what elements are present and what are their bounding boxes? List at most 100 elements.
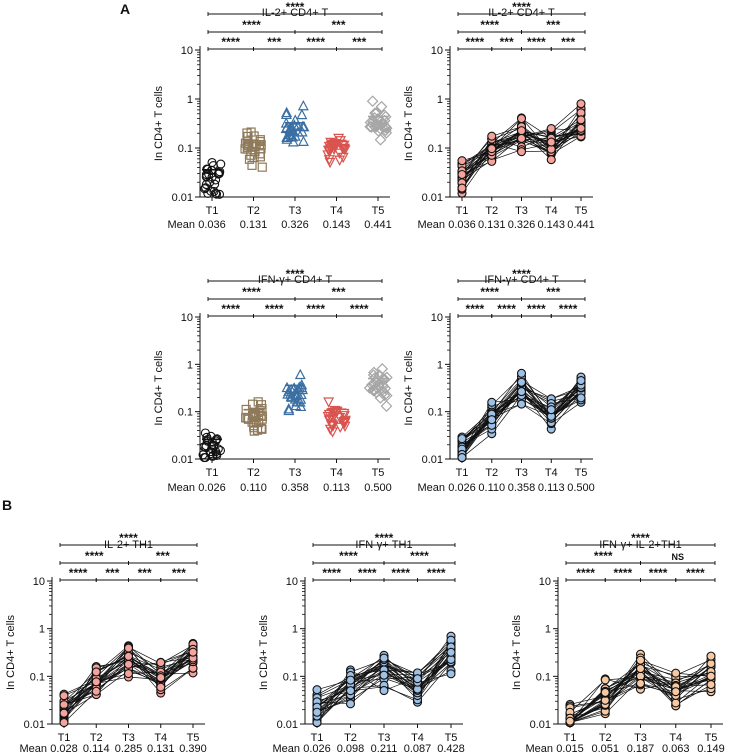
significance-label: *** bbox=[561, 35, 575, 49]
mean-value: 0.428 bbox=[437, 743, 465, 755]
data-point bbox=[487, 144, 497, 154]
data-point bbox=[123, 659, 134, 669]
x-tick-label: T1 bbox=[564, 732, 577, 744]
panel-label-b: B bbox=[2, 497, 12, 513]
mean-value: 0.285 bbox=[115, 743, 143, 755]
significance-label: *** bbox=[352, 35, 366, 49]
data-point bbox=[202, 436, 212, 446]
data-point bbox=[281, 381, 293, 393]
significance-label: **** bbox=[649, 566, 668, 580]
mean-value: 0.390 bbox=[179, 743, 207, 755]
data-point bbox=[200, 184, 210, 194]
y-tick-label: 0.01 bbox=[530, 719, 551, 731]
significance-label: **** bbox=[686, 566, 705, 580]
y-tick-label: 0.1 bbox=[178, 143, 193, 155]
data-point bbox=[372, 379, 385, 391]
data-point bbox=[210, 179, 220, 189]
data-point bbox=[329, 405, 341, 417]
data-point bbox=[487, 131, 497, 141]
mean-value: 0.051 bbox=[591, 743, 619, 755]
data-point bbox=[243, 142, 253, 152]
significance-label: *** bbox=[105, 566, 119, 580]
significance-label: **** bbox=[512, 0, 531, 14]
significance-label: **** bbox=[631, 531, 650, 545]
mean-value: 0.098 bbox=[337, 743, 365, 755]
chart-a1: IL-2+ CD4+ T 0.01 0.1 1 10 In CD4+ T cells T1 T… bbox=[153, 0, 393, 231]
significance-label: *** bbox=[546, 18, 560, 32]
data-point bbox=[372, 125, 385, 137]
data-point bbox=[326, 420, 338, 432]
data-point bbox=[671, 668, 681, 678]
data-point bbox=[206, 449, 216, 459]
data-point bbox=[516, 387, 527, 397]
data-point bbox=[281, 106, 293, 118]
x-tick-label: T4 bbox=[330, 205, 343, 217]
data-point bbox=[576, 375, 586, 386]
data-point bbox=[91, 677, 101, 687]
y-axis-label: In CD4+ T cells bbox=[258, 614, 270, 690]
y-tick-label: 1 bbox=[545, 624, 551, 636]
data-point bbox=[369, 371, 381, 384]
data-point bbox=[368, 366, 380, 379]
data-point bbox=[123, 669, 134, 679]
x-tick-label: T3 bbox=[289, 205, 302, 217]
data-point bbox=[516, 399, 527, 409]
y-tick-label: 0.1 bbox=[428, 143, 443, 155]
y-tick-label: 10 bbox=[431, 312, 443, 324]
data-point bbox=[123, 643, 134, 653]
mean-value: 0.063 bbox=[662, 743, 690, 755]
data-point bbox=[247, 399, 258, 409]
data-point bbox=[312, 685, 322, 695]
y-tick-label: 1 bbox=[437, 359, 443, 371]
data-point bbox=[205, 177, 215, 187]
panel-label-a: A bbox=[120, 1, 130, 17]
data-point bbox=[188, 647, 198, 657]
data-point bbox=[379, 653, 389, 663]
data-point bbox=[323, 397, 335, 408]
x-tick-label: T4 bbox=[545, 205, 558, 217]
x-tick-label: T2 bbox=[485, 205, 498, 217]
significance-label: **** bbox=[512, 267, 531, 281]
x-tick-label: T4 bbox=[545, 467, 558, 479]
significance-label: **** bbox=[410, 549, 429, 563]
data-point bbox=[242, 136, 252, 146]
data-point bbox=[546, 155, 556, 165]
significance-label: **** bbox=[559, 302, 578, 316]
y-tick-label: 10 bbox=[539, 576, 551, 588]
y-tick-label: 1 bbox=[292, 624, 298, 636]
mean-value: 0.143 bbox=[323, 219, 351, 231]
data-point bbox=[283, 403, 295, 414]
data-point bbox=[256, 423, 266, 433]
data-point bbox=[368, 378, 381, 391]
data-point bbox=[156, 657, 166, 668]
significance-label: *** bbox=[138, 566, 152, 580]
x-tick-label: T3 bbox=[515, 467, 528, 479]
data-point bbox=[378, 373, 391, 385]
data-point bbox=[59, 691, 69, 701]
data-point bbox=[516, 126, 527, 136]
y-tick-label: 0.1 bbox=[283, 671, 298, 683]
data-point bbox=[244, 154, 255, 164]
x-tick-label: T5 bbox=[372, 467, 385, 479]
data-point bbox=[249, 153, 259, 163]
mean-value: 0.131 bbox=[147, 743, 175, 755]
data-point bbox=[247, 160, 257, 170]
data-point bbox=[247, 410, 258, 421]
y-axis-label: In CD4+ T cells bbox=[511, 614, 523, 690]
data-point bbox=[339, 421, 351, 433]
data-point bbox=[207, 157, 217, 168]
y-tick-label: 0.01 bbox=[172, 192, 193, 204]
data-point bbox=[216, 159, 226, 169]
x-tick-label: T5 bbox=[575, 467, 588, 479]
data-point bbox=[294, 368, 306, 380]
mean-label: Mean bbox=[272, 743, 300, 755]
data-point bbox=[280, 122, 292, 134]
x-tick-label: T1 bbox=[456, 467, 469, 479]
data-point bbox=[457, 183, 467, 193]
mean-value: 0.113 bbox=[323, 482, 350, 494]
data-point bbox=[289, 393, 301, 404]
data-point bbox=[706, 680, 716, 690]
y-tick-label: 0.01 bbox=[172, 454, 193, 466]
